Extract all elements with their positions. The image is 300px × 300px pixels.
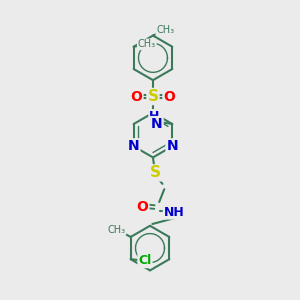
Text: N: N (167, 139, 178, 153)
Text: S: S (148, 89, 158, 104)
Text: O: O (164, 89, 175, 103)
Text: NH: NH (164, 206, 184, 219)
Text: N: N (151, 117, 163, 131)
Text: H: H (149, 110, 160, 123)
Text: CH₃: CH₃ (107, 224, 125, 235)
Text: O: O (131, 89, 142, 103)
Text: CH₃: CH₃ (138, 39, 156, 49)
Text: Cl: Cl (138, 254, 152, 267)
Text: CH₃: CH₃ (156, 25, 175, 35)
Text: N: N (128, 139, 140, 153)
Text: O: O (136, 200, 148, 214)
Text: S: S (150, 165, 161, 180)
